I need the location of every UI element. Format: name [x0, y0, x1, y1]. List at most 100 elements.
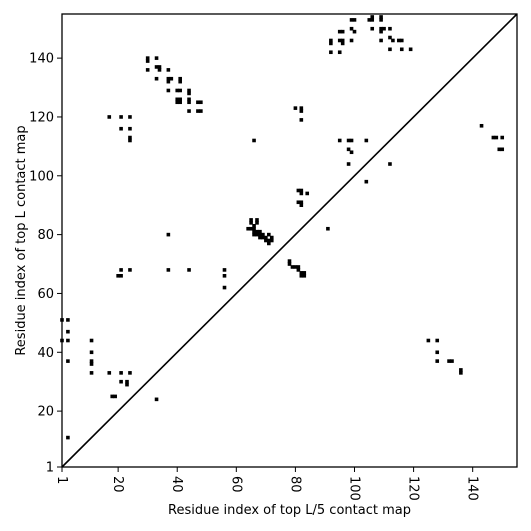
contact-point-upper — [128, 126, 132, 131]
contact-point-upper — [379, 26, 383, 31]
contact-point-upper — [337, 138, 342, 143]
contact-point-upper — [329, 50, 333, 55]
contact-point-upper — [269, 238, 274, 243]
contact-point-lower — [450, 359, 454, 363]
contact-point-upper — [264, 235, 268, 240]
contact-point-upper — [66, 435, 70, 440]
contact-point-upper — [89, 359, 94, 363]
contact-point-upper — [337, 50, 342, 55]
contact-point-upper — [119, 126, 123, 131]
contact-point-upper — [252, 226, 256, 231]
contact-point-upper — [305, 191, 310, 196]
contact-point-upper — [145, 56, 150, 60]
contact-point-upper — [199, 100, 203, 105]
contact-point-upper — [349, 26, 354, 31]
contact-point-upper — [399, 47, 404, 52]
contact-point-upper — [119, 115, 123, 119]
contact-point-upper — [249, 218, 253, 222]
contact-point-upper — [388, 35, 392, 40]
contact-point-upper — [166, 79, 171, 84]
contact-point-upper — [293, 106, 298, 110]
y-tick-label: 1 — [46, 461, 54, 476]
contact-point-lower — [459, 371, 463, 375]
contact-point-upper — [379, 29, 383, 34]
contact-point-lower — [500, 147, 505, 152]
contact-point-upper — [175, 100, 180, 105]
diagonal-line — [61, 13, 518, 468]
y-tick-label: 40 — [37, 346, 54, 361]
y-tick-label: 140 — [29, 52, 54, 67]
contact-point-lower — [435, 359, 440, 363]
y-axis-label: Residue index of top L contact map — [14, 125, 29, 355]
contact-point-upper — [370, 15, 375, 19]
contact-points — [60, 15, 505, 440]
contact-point-upper — [299, 106, 304, 110]
contact-point-lower — [491, 135, 496, 140]
contact-point-upper — [299, 200, 304, 205]
contact-point-upper — [166, 68, 171, 72]
contact-point-upper — [337, 38, 342, 43]
contact-point-upper — [255, 218, 259, 222]
contact-point-upper — [299, 273, 304, 278]
contact-point-upper — [128, 268, 132, 272]
contact-point-upper — [154, 65, 159, 69]
contact-point-upper — [252, 223, 256, 228]
plot-frame — [61, 13, 518, 468]
contact-point-upper — [346, 138, 351, 143]
contact-point-upper — [66, 318, 70, 322]
contact-point-upper — [119, 371, 123, 375]
contact-point-upper — [340, 41, 345, 46]
contact-point-upper — [299, 188, 304, 193]
contact-point-lower — [494, 135, 499, 140]
contact-point-upper — [187, 88, 191, 93]
contact-point-upper — [329, 41, 333, 46]
contact-point-upper — [166, 232, 171, 237]
contact-point-upper — [267, 238, 271, 243]
contact-point-upper — [302, 273, 307, 278]
x-tick-label: 80 — [287, 476, 302, 493]
x-tick-label: 100 — [347, 476, 362, 501]
y-tick-label: 60 — [37, 287, 54, 302]
contact-point-upper — [349, 138, 354, 143]
contact-point-upper — [175, 88, 180, 93]
contact-point-upper — [196, 109, 200, 113]
contact-point-upper — [187, 91, 191, 96]
contact-point-upper — [157, 68, 162, 72]
contact-point-upper — [340, 29, 345, 34]
contact-point-upper — [178, 79, 182, 84]
contact-point-upper — [222, 273, 227, 278]
x-axis-ticks: 1 20 40 60 80 100 120 140 — [54, 467, 480, 501]
contact-point-upper — [391, 38, 395, 43]
y-tick-label: 80 — [37, 228, 54, 243]
contact-point-upper — [302, 271, 307, 275]
contact-point-upper — [337, 29, 342, 34]
contact-point-upper — [196, 100, 200, 105]
contact-point-upper — [175, 97, 180, 102]
x-tick-label: 60 — [228, 476, 243, 493]
contact-point-upper — [364, 179, 369, 184]
contact-point-upper — [107, 115, 112, 119]
contact-point-upper — [169, 76, 174, 81]
contact-point-upper — [166, 268, 171, 272]
contact-point-upper — [89, 338, 94, 343]
contact-point-upper — [255, 229, 259, 234]
contact-point-lower — [435, 350, 440, 355]
contact-point-upper — [178, 97, 182, 102]
contact-point-upper — [119, 273, 123, 278]
contact-point-upper — [107, 371, 112, 375]
contact-point-upper — [222, 285, 227, 290]
contact-point-upper — [66, 329, 70, 334]
x-tick-label: 1 — [54, 476, 69, 484]
contact-point-upper — [388, 47, 392, 52]
contact-point-upper — [379, 15, 383, 19]
contact-point-upper — [125, 382, 129, 387]
contact-point-upper — [255, 232, 259, 237]
contact-point-upper — [249, 221, 253, 225]
contact-point-upper — [296, 268, 301, 272]
contact-point-upper — [352, 29, 357, 34]
contact-point-upper — [166, 76, 171, 81]
contact-point-upper — [66, 359, 70, 363]
contact-point-upper — [290, 265, 295, 269]
contact-point-upper — [128, 138, 132, 143]
contact-point-lower — [479, 123, 484, 128]
